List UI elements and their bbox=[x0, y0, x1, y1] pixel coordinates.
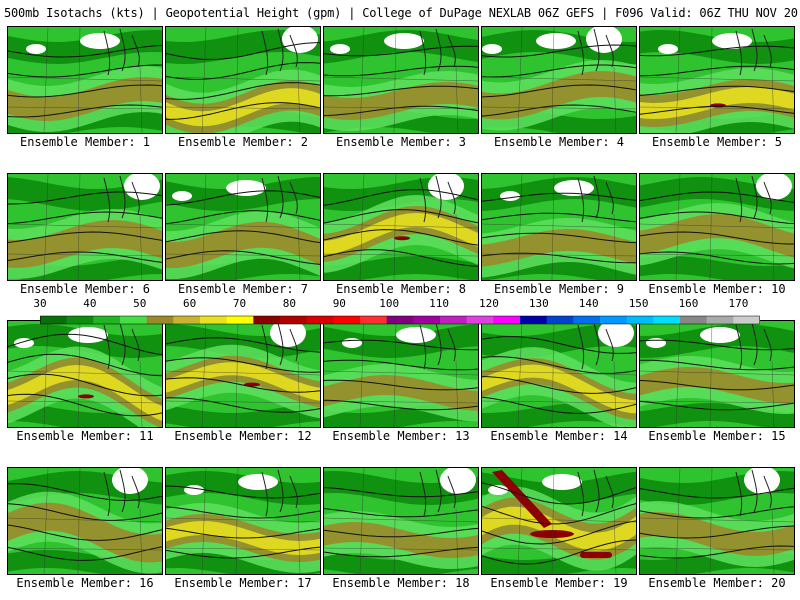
colorbar-swatch bbox=[733, 316, 761, 324]
ensemble-caption-2: Ensemble Member: 2 bbox=[177, 135, 309, 149]
ensemble-caption-19: Ensemble Member: 19 bbox=[490, 576, 628, 590]
colorbar-swatch bbox=[440, 316, 468, 324]
colorbar-tick-label: 100 bbox=[379, 297, 400, 310]
ensemble-caption-9: Ensemble Member: 9 bbox=[493, 282, 625, 296]
colorbar-swatch bbox=[520, 316, 548, 324]
colorbar-tick-label: 140 bbox=[578, 297, 599, 310]
ensemble-map-2 bbox=[165, 26, 321, 134]
ensemble-map-1 bbox=[7, 26, 163, 134]
ensemble-map-4 bbox=[481, 26, 637, 134]
ensemble-map-17 bbox=[165, 467, 321, 575]
ensemble-caption-3: Ensemble Member: 3 bbox=[335, 135, 467, 149]
ensemble-map-19 bbox=[481, 467, 637, 575]
ensemble-map-7 bbox=[165, 173, 321, 281]
ensemble-caption-12: Ensemble Member: 12 bbox=[174, 429, 312, 443]
ensemble-caption-10: Ensemble Member: 10 bbox=[648, 282, 786, 296]
ensemble-map-8 bbox=[323, 173, 479, 281]
colorbar-swatch bbox=[40, 316, 68, 324]
ensemble-map-12 bbox=[165, 320, 321, 428]
colorbar-swatch bbox=[146, 316, 174, 324]
ensemble-caption-11: Ensemble Member: 11 bbox=[16, 429, 154, 443]
colorbar-swatch bbox=[626, 316, 654, 324]
colorbar-tick-label: 40 bbox=[83, 297, 97, 310]
page-title: 500mb Isotachs (kts) | Geopotential Heig… bbox=[4, 6, 800, 20]
ensemble-map-6 bbox=[7, 173, 163, 281]
colorbar-swatch bbox=[600, 316, 628, 324]
colorbar-swatch bbox=[173, 316, 201, 324]
colorbar-tick-label: 170 bbox=[728, 297, 749, 310]
colorbar-swatch bbox=[466, 316, 494, 324]
colorbar-swatch bbox=[306, 316, 334, 324]
colorbar-tick-label: 80 bbox=[282, 297, 297, 310]
colorbar-swatch bbox=[200, 316, 228, 324]
colorbar-swatch bbox=[333, 316, 361, 324]
ensemble-map-13 bbox=[323, 320, 479, 428]
ensemble-map-14 bbox=[481, 320, 637, 428]
colorbar-tick-label: 160 bbox=[678, 297, 699, 310]
ensemble-caption-1: Ensemble Member: 1 bbox=[19, 135, 151, 149]
colorbar-tick-label: 130 bbox=[528, 297, 549, 310]
ensemble-caption-4: Ensemble Member: 4 bbox=[493, 135, 625, 149]
colorbar-swatch bbox=[493, 316, 521, 324]
colorbar-swatch bbox=[680, 316, 708, 324]
ensemble-map-16 bbox=[7, 467, 163, 575]
colorbar-swatch bbox=[280, 316, 308, 324]
colorbar-swatch bbox=[120, 316, 148, 324]
colorbar bbox=[40, 310, 761, 325]
ensemble-caption-15: Ensemble Member: 15 bbox=[648, 429, 786, 443]
colorbar-swatch bbox=[93, 316, 121, 324]
colorbar-tick-label: 90 bbox=[332, 297, 346, 310]
colorbar-tick-label: 110 bbox=[429, 297, 450, 310]
ensemble-map-9 bbox=[481, 173, 637, 281]
colorbar-swatch bbox=[573, 316, 601, 324]
colorbar-tick-label: 70 bbox=[232, 297, 247, 310]
ensemble-caption-16: Ensemble Member: 16 bbox=[16, 576, 154, 590]
colorbar-swatch bbox=[66, 316, 94, 324]
colorbar-swatch bbox=[413, 316, 441, 324]
ensemble-caption-7: Ensemble Member: 7 bbox=[177, 282, 309, 296]
ensemble-caption-13: Ensemble Member: 13 bbox=[332, 429, 470, 443]
ensemble-caption-20: Ensemble Member: 20 bbox=[648, 576, 786, 590]
ensemble-caption-17: Ensemble Member: 17 bbox=[174, 576, 312, 590]
colorbar-tick-label: 150 bbox=[628, 297, 649, 310]
ensemble-map-10 bbox=[639, 173, 795, 281]
ensemble-caption-6: Ensemble Member: 6 bbox=[19, 282, 151, 296]
ensemble-caption-14: Ensemble Member: 14 bbox=[490, 429, 628, 443]
colorbar-swatch bbox=[360, 316, 388, 324]
ensemble-map-3 bbox=[323, 26, 479, 134]
colorbar-swatch bbox=[546, 316, 574, 324]
colorbar-swatch bbox=[706, 316, 734, 324]
colorbar-tick-label: 50 bbox=[133, 297, 147, 310]
colorbar-swatch bbox=[253, 316, 281, 324]
colorbar-tick-label: 60 bbox=[183, 297, 197, 310]
ensemble-map-5 bbox=[639, 26, 795, 134]
colorbar-swatch bbox=[226, 316, 254, 324]
colorbar-swatch bbox=[653, 316, 681, 324]
ensemble-caption-8: Ensemble Member: 8 bbox=[335, 282, 467, 296]
colorbar-labels: 30 40 50 60 70 80 90 100 110 120 130 140 150 160 170 bbox=[0, 297, 800, 310]
ensemble-map-15 bbox=[639, 320, 795, 428]
colorbar-swatch bbox=[386, 316, 414, 324]
ensemble-caption-18: Ensemble Member: 18 bbox=[332, 576, 470, 590]
ensemble-caption-5: Ensemble Member: 5 bbox=[651, 135, 783, 149]
ensemble-map-20 bbox=[639, 467, 795, 575]
colorbar-tick-label: 30 bbox=[33, 297, 47, 310]
colorbar-tick-label: 120 bbox=[479, 297, 499, 310]
ensemble-map-18 bbox=[323, 467, 479, 575]
ensemble-map-11 bbox=[7, 320, 163, 428]
